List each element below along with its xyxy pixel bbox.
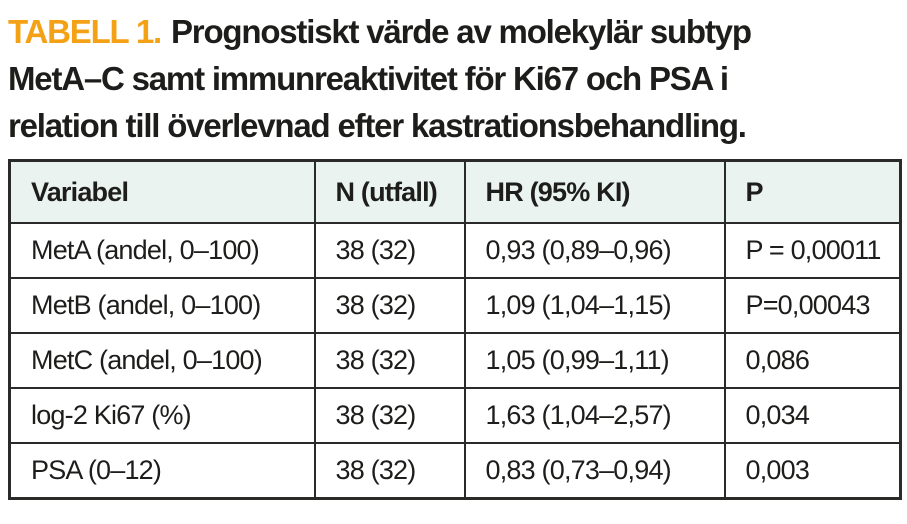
cell-n-utfall: 38 (32)	[313, 442, 466, 500]
cell-p: 0,034	[723, 387, 902, 444]
cell-p: P = 0,00011	[723, 222, 902, 279]
column-header-hr-95-ki: HR (95% KI)	[463, 159, 726, 224]
column-header-variabel: Variabel	[8, 159, 316, 224]
table-number-label: TABELL 1.	[8, 13, 162, 50]
cell-p: P=0,00043	[723, 277, 902, 334]
cell-variabel: MetC (andel, 0–100)	[8, 332, 316, 389]
results-table: Variabel N (utfall) HR (95% KI) P MetA (…	[8, 159, 902, 500]
cell-hr: 0,83 (0,73–0,94)	[463, 442, 726, 500]
cell-hr: 1,05 (0,99–1,11)	[463, 332, 726, 389]
table-row: PSA (0–12) 38 (32) 0,83 (0,73–0,94) 0,00…	[8, 442, 902, 500]
cell-hr: 0,93 (0,89–0,96)	[463, 222, 726, 279]
cell-n-utfall: 38 (32)	[313, 277, 466, 334]
cell-p: 0,086	[723, 332, 902, 389]
cell-n-utfall: 38 (32)	[313, 222, 466, 279]
cell-n-utfall: 38 (32)	[313, 332, 466, 389]
column-header-p: P	[723, 159, 902, 224]
caption-line-1: TABELL 1. Prognostiskt värde av molekylär…	[8, 8, 899, 55]
caption-text-line-1: Prognostiskt värde av molekylär subtyp	[171, 13, 752, 50]
caption-text-line-2: MetA–C samt immunreaktivitet för Ki67 oc…	[8, 60, 729, 97]
table-row: MetA (andel, 0–100) 38 (32) 0,93 (0,89–0…	[8, 222, 902, 279]
table-row: log-2 Ki67 (%) 38 (32) 1,63 (1,04–2,57) …	[8, 387, 902, 444]
table-caption: TABELL 1. Prognostiskt värde av molekylär…	[8, 8, 899, 149]
cell-variabel: PSA (0–12)	[8, 442, 316, 500]
table-row: MetB (andel, 0–100) 38 (32) 1,09 (1,04–1…	[8, 277, 902, 334]
cell-hr: 1,63 (1,04–2,57)	[463, 387, 726, 444]
table-header-row: Variabel N (utfall) HR (95% KI) P	[8, 159, 902, 224]
cell-hr: 1,09 (1,04–1,15)	[463, 277, 726, 334]
caption-text-line-3: relation till överlevnad efter kastratio…	[8, 107, 747, 144]
cell-variabel: log-2 Ki67 (%)	[8, 387, 316, 444]
cell-p: 0,003	[723, 442, 902, 500]
cell-n-utfall: 38 (32)	[313, 387, 466, 444]
column-header-n-utfall: N (utfall)	[313, 159, 466, 224]
cell-variabel: MetA (andel, 0–100)	[8, 222, 316, 279]
table-row: MetC (andel, 0–100) 38 (32) 1,05 (0,99–1…	[8, 332, 902, 389]
cell-variabel: MetB (andel, 0–100)	[8, 277, 316, 334]
